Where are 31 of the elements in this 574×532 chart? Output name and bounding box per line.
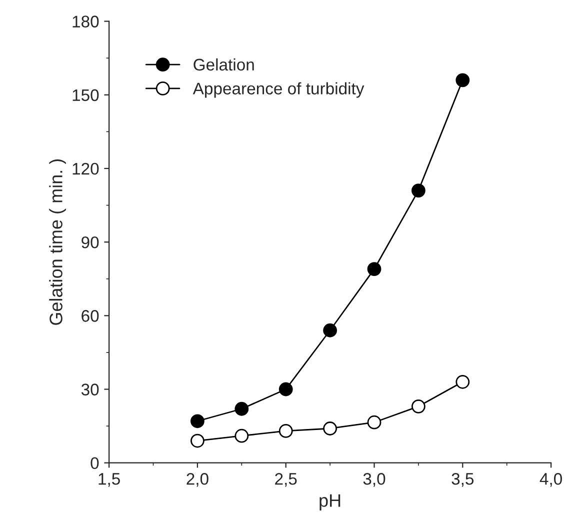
x-tick-label: 2,0	[186, 473, 208, 487]
x-axis-title: pH	[320, 494, 340, 510]
point	[367, 415, 382, 430]
point	[234, 402, 249, 416]
point	[367, 262, 382, 276]
point	[190, 414, 204, 428]
y-tick-label: 120	[72, 162, 99, 175]
point	[412, 184, 426, 198]
x-tick-label: 3,0	[363, 473, 386, 487]
y-tick-label: 0	[90, 457, 99, 470]
y-axis-title: Gelation time ( min. )	[49, 159, 66, 325]
point	[456, 73, 470, 88]
x-tick-label: 3,5	[452, 473, 474, 487]
x-tick-label: 4,0	[540, 473, 562, 487]
legend-label: Gelation	[194, 58, 254, 71]
point	[190, 434, 204, 448]
point	[456, 374, 470, 389]
y-tick-label: 180	[72, 16, 99, 28]
point	[323, 422, 337, 436]
point	[323, 323, 337, 338]
y-tick-label: 60	[82, 310, 99, 322]
point	[234, 428, 249, 443]
point	[278, 382, 293, 396]
y-tick-label: 30	[81, 384, 99, 396]
y-tick-label: 150	[72, 89, 99, 102]
x-tick-label: 2,5	[275, 473, 297, 487]
point	[412, 399, 426, 414]
point	[278, 424, 293, 438]
legend-label: Appearence of turbidity	[192, 82, 364, 98]
y-tick-label: 90	[82, 236, 99, 248]
x-tick-label: 1,5	[98, 473, 120, 487]
